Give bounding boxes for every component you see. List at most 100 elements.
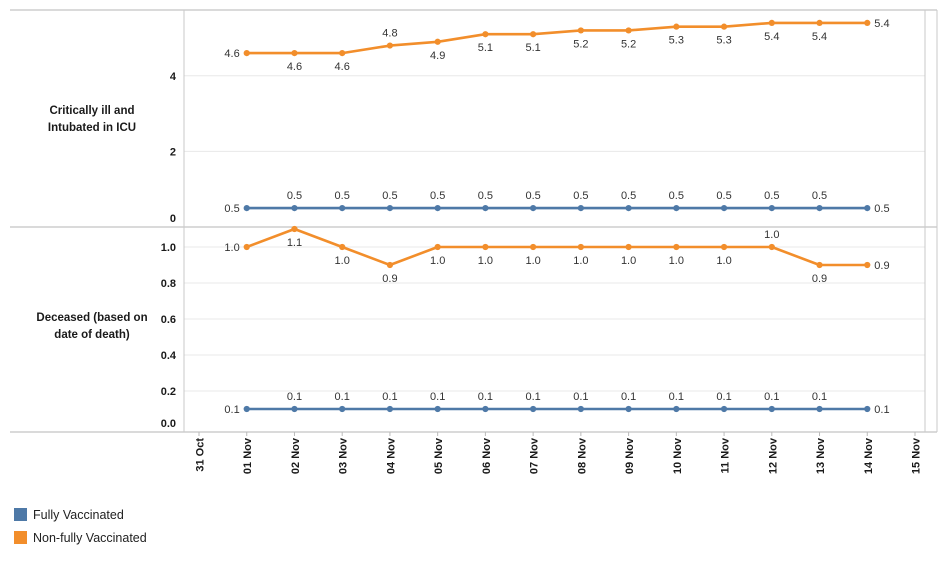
legend-swatch-non-fully-vaccinated-icon: [14, 531, 27, 544]
data-point[interactable]: [339, 405, 346, 413]
data-point[interactable]: [816, 261, 823, 269]
data-point[interactable]: [291, 205, 298, 212]
data-point[interactable]: [482, 205, 489, 212]
data-point[interactable]: [482, 405, 489, 413]
data-point[interactable]: [530, 31, 537, 38]
data-label: 0.1: [430, 391, 445, 403]
data-point[interactable]: [625, 27, 632, 34]
data-point[interactable]: [386, 42, 394, 49]
data-label: 5.1: [525, 42, 540, 54]
data-label: 1.0: [430, 255, 445, 267]
legend-label-fully-vaccinated: Fully Vaccinated: [33, 507, 124, 522]
data-point[interactable]: [577, 205, 584, 212]
data-label: 1.0: [335, 255, 350, 267]
x-tick-label: 31 Oct: [195, 438, 207, 472]
data-point[interactable]: [625, 205, 632, 212]
row-label-deceased: Deceased (based on date of death): [36, 312, 148, 341]
x-tick-label: 04 Nov: [385, 437, 397, 474]
data-point[interactable]: [768, 19, 775, 26]
data-label: 0.1: [874, 404, 889, 416]
data-point[interactable]: [864, 19, 871, 26]
data-point[interactable]: [673, 243, 680, 251]
data-point[interactable]: [816, 205, 823, 212]
data-point[interactable]: [339, 205, 346, 212]
data-point[interactable]: [577, 27, 584, 34]
series-line-non-fully-vaccinated[interactable]: [245, 227, 869, 267]
data-point[interactable]: [864, 261, 871, 269]
data-point[interactable]: [625, 405, 632, 413]
data-label: 5.4: [764, 31, 779, 43]
data-label: 0.1: [716, 391, 731, 403]
data-point[interactable]: [386, 261, 394, 269]
data-label: 0.9: [874, 260, 889, 272]
data-point[interactable]: [482, 243, 489, 251]
data-point[interactable]: [577, 405, 584, 413]
data-point[interactable]: [434, 243, 441, 251]
legend-label-non-fully-vaccinated: Non-fully Vaccinated: [33, 530, 147, 545]
data-point[interactable]: [434, 205, 441, 212]
data-point[interactable]: [291, 50, 298, 57]
data-label: 0.5: [430, 190, 445, 202]
data-point[interactable]: [864, 205, 871, 212]
y-tick-label: 0.6: [161, 314, 176, 326]
data-point[interactable]: [291, 405, 298, 413]
data-point[interactable]: [673, 405, 680, 413]
data-point[interactable]: [243, 205, 250, 212]
data-label: 1.0: [478, 255, 493, 267]
data-label: 5.3: [716, 35, 731, 47]
data-point[interactable]: [673, 205, 680, 212]
x-tick-label: 12 Nov: [767, 437, 779, 474]
y-tick-label: 0: [170, 213, 176, 225]
data-label: 5.3: [669, 35, 684, 47]
data-label: 0.1: [382, 391, 397, 403]
legend-item-fully-vaccinated[interactable]: Fully Vaccinated: [14, 503, 147, 526]
data-point[interactable]: [386, 405, 394, 413]
data-label: 0.1: [287, 391, 302, 403]
y-tick-label: 4: [170, 71, 177, 83]
data-point[interactable]: [339, 243, 346, 251]
data-label: 0.1: [669, 391, 684, 403]
data-label: 1.0: [573, 255, 588, 267]
legend: Fully Vaccinated Non-fully Vaccinated: [14, 503, 147, 549]
data-point[interactable]: [530, 243, 537, 251]
data-point[interactable]: [720, 243, 728, 251]
data-label: 1.0: [764, 229, 779, 241]
data-label: 0.5: [382, 190, 397, 202]
data-label: 0.1: [478, 391, 493, 403]
data-point[interactable]: [768, 205, 775, 212]
data-point[interactable]: [720, 23, 728, 30]
data-point[interactable]: [243, 243, 250, 251]
data-point[interactable]: [577, 243, 584, 251]
data-point[interactable]: [530, 205, 537, 212]
x-tick-label: 02 Nov: [290, 437, 302, 474]
data-point[interactable]: [386, 205, 394, 212]
x-tick-label: 01 Nov: [242, 437, 254, 474]
legend-item-non-fully-vaccinated[interactable]: Non-fully Vaccinated: [14, 526, 147, 549]
data-point[interactable]: [482, 31, 489, 38]
data-label: 1.0: [669, 255, 684, 267]
data-label: 5.4: [812, 31, 827, 43]
data-point[interactable]: [768, 405, 775, 413]
data-point[interactable]: [720, 405, 728, 413]
data-point[interactable]: [291, 225, 298, 233]
data-point[interactable]: [673, 23, 680, 30]
data-point[interactable]: [864, 405, 871, 413]
data-point[interactable]: [816, 405, 823, 413]
legend-swatch-fully-vaccinated-icon: [14, 508, 27, 521]
data-label: 0.5: [573, 190, 588, 202]
data-point[interactable]: [816, 19, 823, 26]
data-label: 0.5: [224, 203, 239, 215]
data-point[interactable]: [434, 38, 441, 45]
y-tick-label: 0.8: [161, 278, 176, 290]
data-point[interactable]: [243, 50, 250, 57]
data-point[interactable]: [530, 405, 537, 413]
data-point[interactable]: [339, 50, 346, 57]
x-tick-label: 09 Nov: [624, 437, 636, 474]
series-line-non-fully-vaccinated[interactable]: [245, 21, 869, 55]
data-label: 0.5: [335, 190, 350, 202]
data-point[interactable]: [768, 243, 775, 251]
data-point[interactable]: [720, 205, 728, 212]
data-point[interactable]: [243, 405, 250, 413]
data-point[interactable]: [625, 243, 632, 251]
data-point[interactable]: [434, 405, 441, 413]
